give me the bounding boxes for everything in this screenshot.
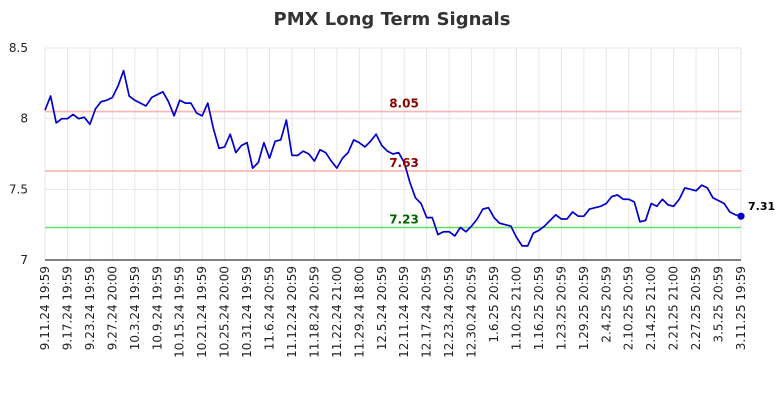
reference-line-label: 8.05 — [389, 97, 419, 111]
x-tick-label: 10.3.24 19:59 — [128, 266, 142, 350]
y-tick-label: 8.5 — [9, 41, 28, 55]
x-tick-label: 11.6.24 20:59 — [263, 266, 277, 350]
x-tick-label: 9.17.24 19:59 — [60, 266, 74, 350]
last-value-label: 7.31 — [748, 200, 775, 213]
y-tick-label: 8 — [20, 112, 28, 126]
x-tick-label: 11.18.24 20:59 — [307, 266, 321, 358]
x-tick-label: 12.23.24 20:59 — [442, 266, 456, 358]
x-tick-label: 1.6.25 20:59 — [487, 266, 501, 343]
x-tick-label: 2.27.25 20:59 — [689, 266, 703, 350]
x-tick-label: 10.31.24 19:59 — [240, 266, 254, 358]
series-layer — [44, 69, 745, 247]
x-tick-label: 1.10.25 21:00 — [509, 266, 523, 350]
reference-line-label: 7.63 — [389, 156, 419, 170]
x-tick-label: 2.21.25 21:00 — [667, 266, 681, 350]
x-tick-label: 9.23.24 19:59 — [83, 266, 97, 350]
x-tick-label: 3.11.25 19:59 — [734, 266, 748, 350]
x-tick-label: 9.11.24 19:59 — [38, 266, 52, 350]
series-line — [44, 69, 742, 247]
x-tick-label: 2.10.25 20:59 — [622, 266, 636, 350]
x-tick-label: 12.5.24 20:59 — [375, 266, 389, 350]
y-tick-label: 7 — [20, 253, 28, 267]
x-tick-label: 10.9.24 19:59 — [150, 266, 164, 350]
grid — [44, 47, 742, 261]
labels: 7 7.5 8 8.5 9.11.24 19:59 9.17.24 19:59 9.23.2… — [9, 41, 775, 358]
x-tick-label: 11.12.24 20:59 — [285, 266, 299, 358]
x-tick-label: 1.29.25 20:59 — [577, 266, 591, 350]
x-tick-label: 11.29.24 18:00 — [352, 266, 366, 358]
x-tick-label: 12.17.24 20:59 — [420, 266, 434, 358]
x-tick-label: 2.14.25 21:00 — [644, 266, 658, 350]
x-tick-label: 12.30.24 20:59 — [465, 266, 479, 358]
x-tick-label: 1.23.25 20:59 — [554, 266, 568, 350]
x-tick-label: 10.21.24 19:59 — [195, 266, 209, 358]
reference-lines — [45, 110, 741, 229]
x-tick-label: 10.15.24 19:59 — [173, 266, 187, 358]
x-tick-label: 10.25.24 20:00 — [218, 266, 232, 358]
x-tick-label: 3.5.25 20:59 — [712, 266, 726, 343]
chart-title: PMX Long Term Signals — [274, 9, 511, 30]
last-point-marker — [737, 212, 745, 220]
reference-line-label: 7.23 — [389, 212, 419, 226]
x-tick-label: 1.16.25 20:59 — [532, 266, 546, 350]
x-tick-label: 9.27.24 20:00 — [105, 266, 119, 350]
y-tick-label: 7.5 — [9, 182, 28, 196]
x-tick-label: 2.4.25 20:59 — [599, 266, 613, 343]
x-tick-label: 11.22.24 21:00 — [330, 266, 344, 358]
x-tick-label: 12.11.24 20:59 — [397, 266, 411, 358]
